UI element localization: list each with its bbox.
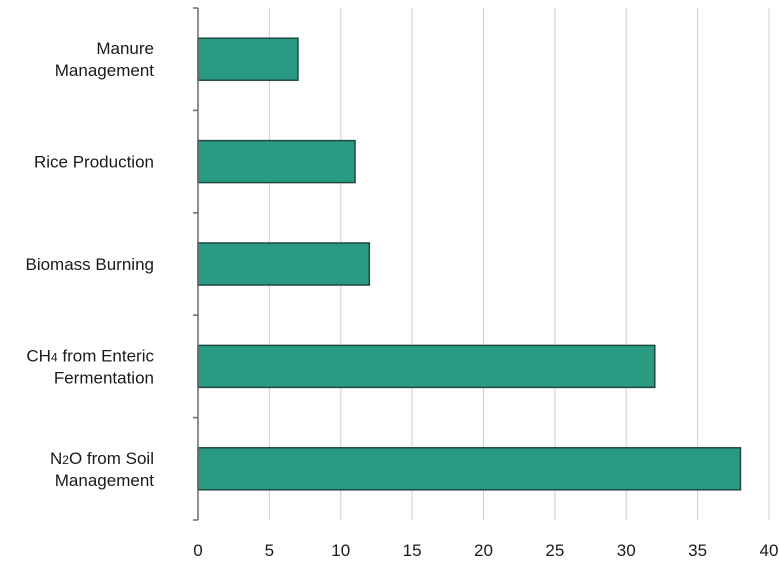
x-tick-label-30: 30 — [617, 541, 636, 560]
bars — [197, 37, 742, 491]
category-label-1: Rice Production — [34, 153, 154, 172]
y-axis-ticks — [193, 7, 198, 521]
grid-lines — [268, 8, 770, 520]
bar-4 — [197, 447, 742, 491]
x-tick-label-35: 35 — [688, 541, 707, 560]
x-tick-label-15: 15 — [403, 541, 422, 560]
x-tick-label-20: 20 — [474, 541, 493, 560]
x-tick-label-0: 0 — [193, 541, 202, 560]
x-tick-label-25: 25 — [545, 541, 564, 560]
x-tick-label-40: 40 — [760, 541, 779, 560]
x-tick-label-10: 10 — [331, 541, 350, 560]
bar-3 — [197, 344, 656, 389]
bar-2 — [197, 242, 371, 286]
category-label-2: Biomass Burning — [25, 255, 154, 274]
bar-1 — [197, 139, 356, 184]
category-labels: Manure Management Rice Production Biomass B… — [25, 39, 154, 490]
bar-0 — [197, 37, 299, 81]
category-label-4: N2O from Soil Management — [50, 449, 154, 490]
category-label-3: CH4 from Enteric Fermentation — [26, 346, 154, 387]
x-tick-label-5: 5 — [265, 541, 274, 560]
category-label-0: Manure Management — [55, 39, 155, 80]
x-tick-labels: 0 5 10 15 20 25 30 35 40 — [193, 541, 778, 560]
